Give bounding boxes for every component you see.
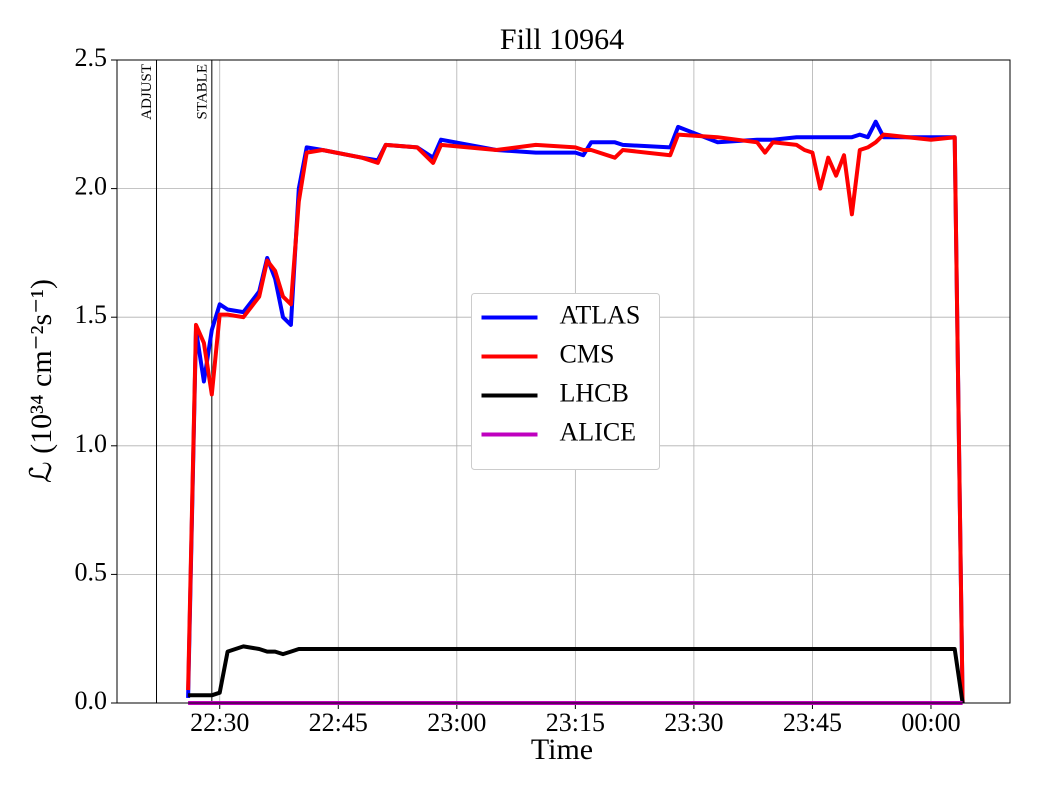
x-tick-label: 22:45 xyxy=(309,708,368,737)
legend-label: LHCB xyxy=(560,378,629,407)
chart-title: Fill 10964 xyxy=(500,23,624,56)
legend-label: ALICE xyxy=(560,417,637,446)
x-tick-label: 23:15 xyxy=(546,708,605,737)
y-axis-label: ℒ (10³⁴ cm⁻²s⁻¹) xyxy=(25,279,58,483)
y-tick-label: 2.0 xyxy=(75,172,108,201)
y-tick-label: 0.0 xyxy=(75,686,108,715)
legend-label: CMS xyxy=(560,339,615,368)
y-tick-label: 0.5 xyxy=(75,557,108,586)
plot-frame xyxy=(116,59,1011,704)
x-tick-label: 23:45 xyxy=(783,708,842,737)
annotation-label: ADJUST xyxy=(139,64,155,120)
legend-label: ATLAS xyxy=(560,300,641,329)
y-tick-label: 1.5 xyxy=(75,300,108,329)
x-tick-label: 23:00 xyxy=(427,708,486,737)
x-tick-label: 23:30 xyxy=(664,708,723,737)
x-tick-label: 00:00 xyxy=(901,708,960,737)
series-line xyxy=(186,132,965,704)
annotation-label: STABLE xyxy=(194,64,210,119)
y-tick-label: 2.5 xyxy=(75,43,108,72)
legend-box xyxy=(471,293,660,470)
legend: ATLAS CMS LHCB ALICE xyxy=(471,293,660,470)
x-tick-label: 22:30 xyxy=(190,708,249,737)
series-line xyxy=(188,644,965,704)
series-line xyxy=(186,119,965,704)
y-tick-label: 1.0 xyxy=(75,429,108,458)
x-axis-label: Time xyxy=(531,733,593,766)
